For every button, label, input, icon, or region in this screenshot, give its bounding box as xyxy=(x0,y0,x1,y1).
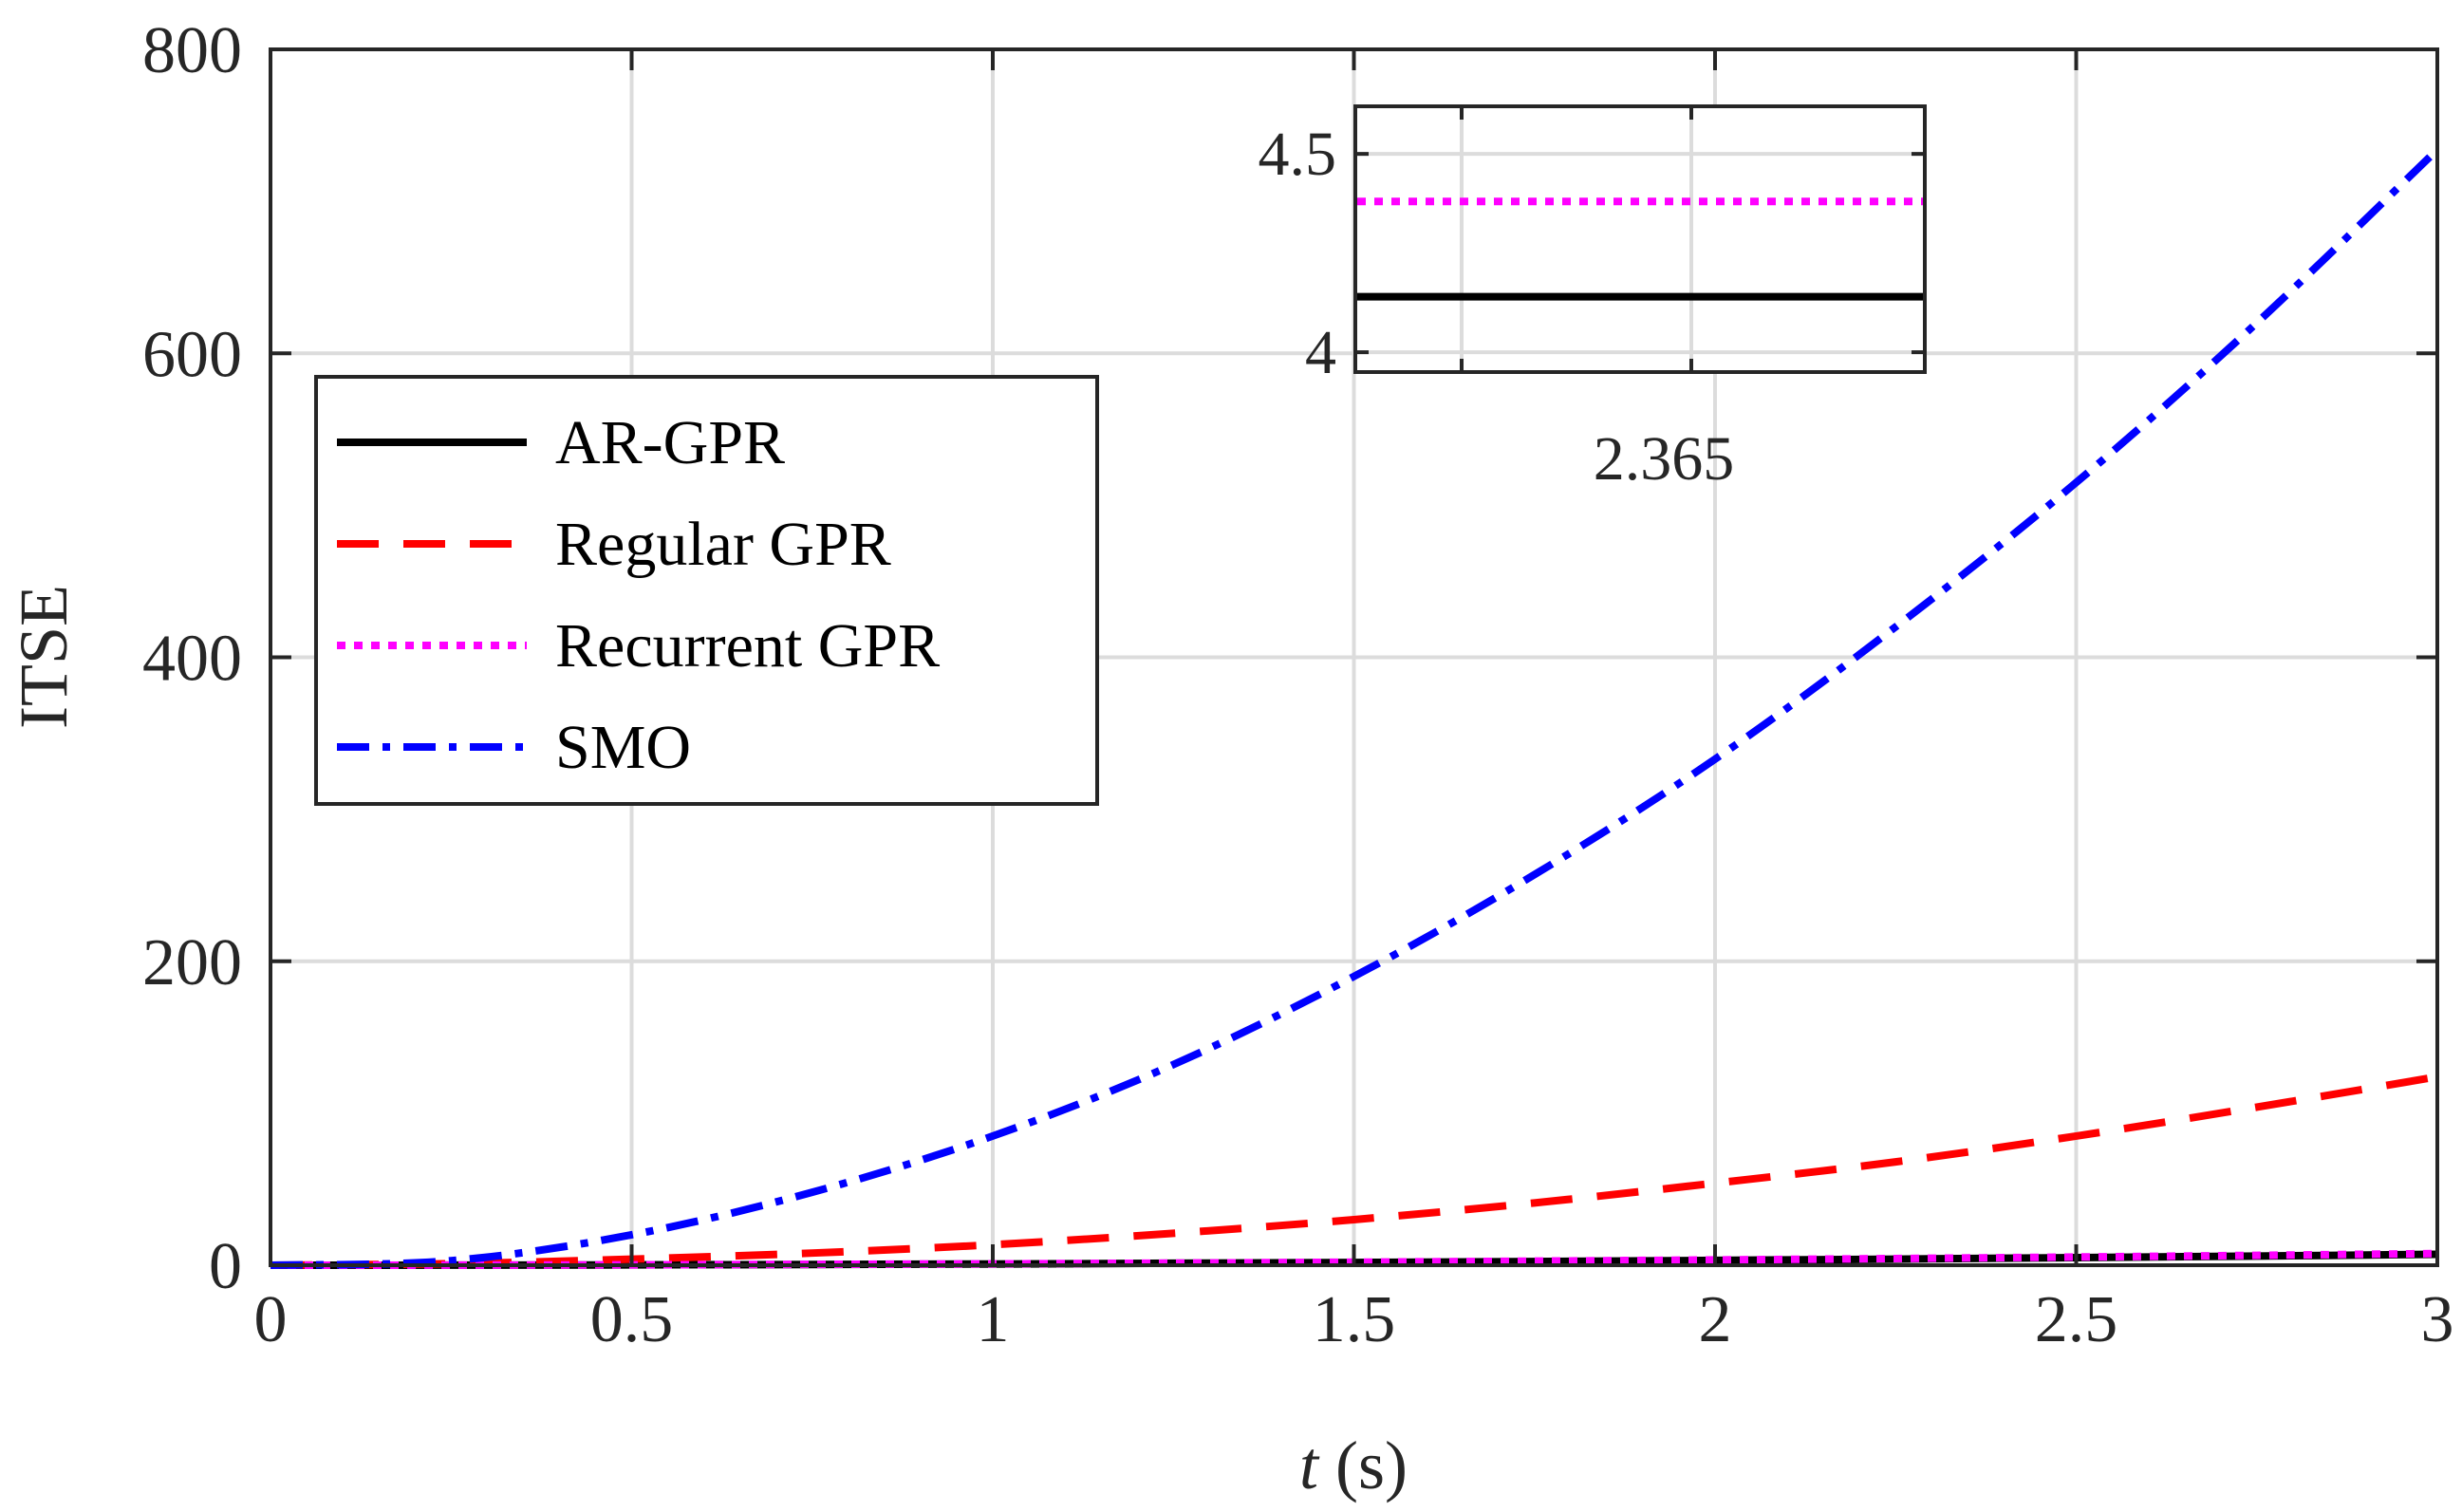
inset-series xyxy=(1357,197,1923,301)
legend-box xyxy=(314,375,1099,806)
legend-label-regular-gpr: Regular GPR xyxy=(555,510,891,579)
x-tick-labels: 0 0.5 1 1.5 2 2.5 3 xyxy=(254,1283,2454,1356)
inset-ticks: 44.5 xyxy=(1259,106,1925,387)
inset-frame xyxy=(1353,104,1927,374)
x-axis-label: t (s) xyxy=(1299,1428,1408,1503)
x-tick-label: 0 xyxy=(254,1283,288,1356)
y-tick-label: 0 xyxy=(209,1230,242,1303)
legend-label-recurrent-gpr: Recurrent GPR xyxy=(555,611,940,681)
y-tick-label: 200 xyxy=(142,926,242,999)
axis-ticks xyxy=(269,47,2439,1267)
inset-x-label: 2.365 xyxy=(1594,424,1735,494)
inset-y-tick-label: 4.5 xyxy=(1259,120,1337,189)
x-axis-label-unit: (s) xyxy=(1318,1428,1408,1503)
series-line-smo xyxy=(270,146,2440,1269)
y-axis-label: ITSE xyxy=(6,585,82,729)
x-tick-label: 2.5 xyxy=(2035,1283,2118,1356)
x-tick-label: 1.5 xyxy=(1313,1283,1396,1356)
inset-y-tick-label: 4 xyxy=(1305,318,1336,387)
y-tick-label: 400 xyxy=(142,623,242,696)
x-axis-label-var: t xyxy=(1299,1428,1320,1503)
inset-background xyxy=(1355,106,1925,372)
inset-grid xyxy=(1355,106,1925,372)
x-tick-label: 0.5 xyxy=(590,1283,674,1356)
y-tick-label: 800 xyxy=(142,14,242,87)
x-tick-label: 2 xyxy=(1699,1283,1732,1356)
legend-items: AR-GPR Regular GPR Recurrent GPR SMO xyxy=(337,408,940,782)
legend: AR-GPR Regular GPR Recurrent GPR SMO xyxy=(314,375,1099,806)
y-tick-labels: 0 200 400 600 800 xyxy=(142,14,242,1303)
legend-label-ar-gpr: AR-GPR xyxy=(555,408,785,477)
legend-label-smo: SMO xyxy=(555,713,691,782)
x-tick-label: 3 xyxy=(2421,1283,2454,1356)
inset-plot: 44.5 2.365 xyxy=(1259,104,1927,494)
y-tick-label: 600 xyxy=(142,318,242,391)
x-tick-label: 1 xyxy=(977,1283,1010,1356)
